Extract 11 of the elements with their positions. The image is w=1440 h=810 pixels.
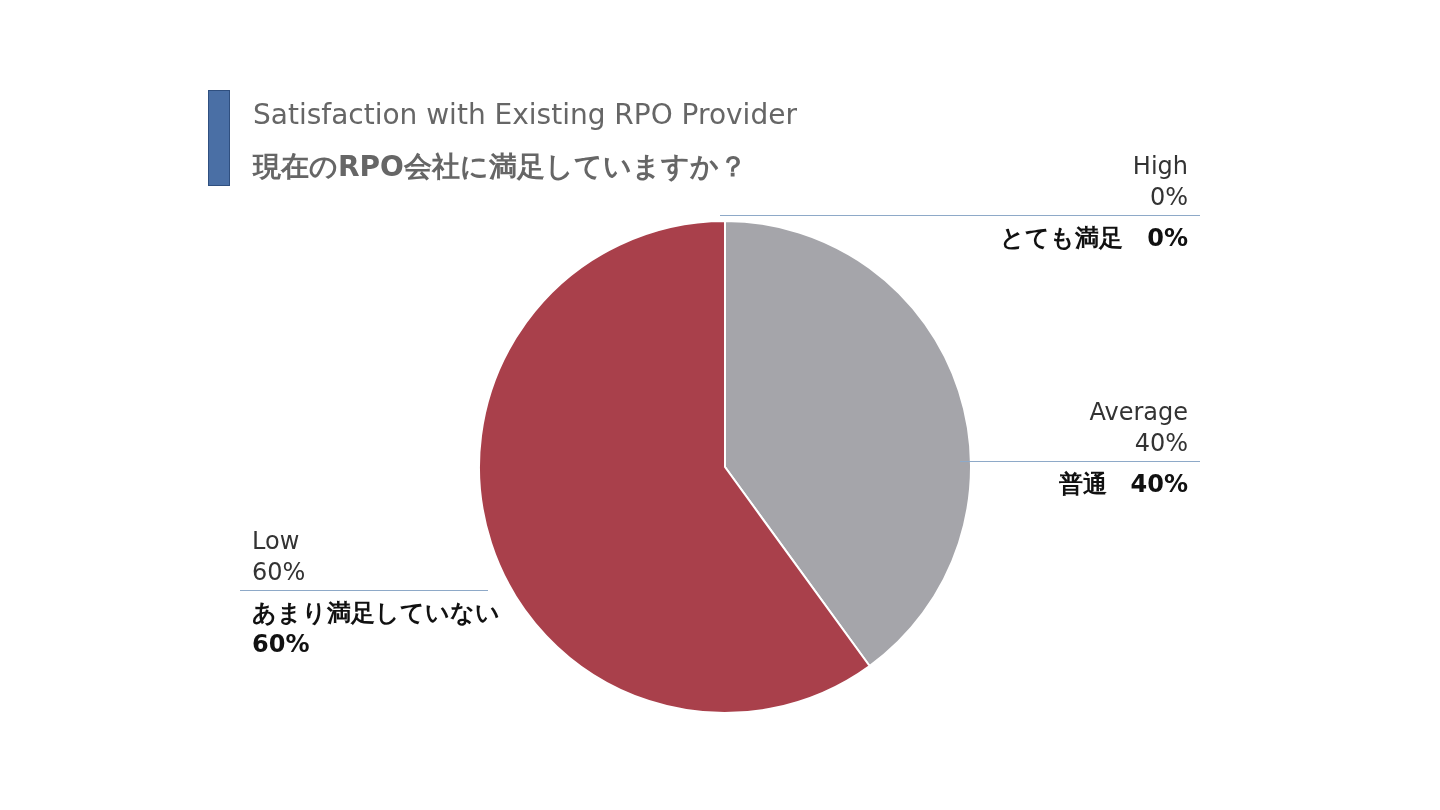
data-label: 40% [1133,428,1188,459]
text: とても満足 0% [1000,223,1188,254]
text: 0% [1149,183,1188,211]
chart-subtitle: 現在のRPO会社に満足していますか？ [253,149,747,185]
text: 普通 40% [1058,469,1188,500]
data-label: 60% [252,557,306,588]
category-label: High [1132,152,1188,180]
slice-label: Low [252,526,301,557]
chart-title: Satisfaction with Existing RPO Provider [253,98,797,131]
text: あまり満足していない 60% [252,598,501,660]
slice-label: Average [1089,397,1188,428]
